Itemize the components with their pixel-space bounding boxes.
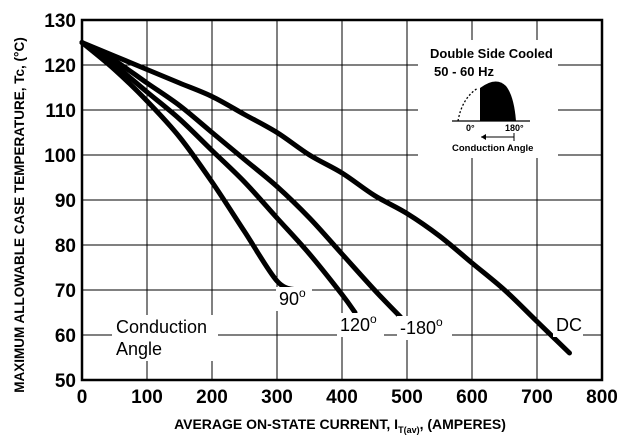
y-tick-label-120: 120 bbox=[44, 56, 76, 77]
series-label-text-3: DC bbox=[556, 315, 582, 335]
y-tick-label-100: 100 bbox=[44, 146, 76, 167]
x-tick-label-600: 600 bbox=[456, 387, 488, 408]
series-line-0 bbox=[79, 40, 299, 293]
y-tick-label-70: 70 bbox=[55, 281, 76, 302]
series-label-3: DC bbox=[553, 313, 583, 337]
y-tick-label-130: 130 bbox=[44, 11, 76, 32]
x-axis-title-suffix: , (AMPERES) bbox=[420, 416, 506, 432]
series-label-bg-2 bbox=[397, 316, 452, 340]
x-tick-label-200: 200 bbox=[196, 387, 228, 408]
y-tick-label-90: 90 bbox=[55, 191, 76, 212]
series-lines bbox=[79, 40, 572, 356]
inset-waveform-filled bbox=[480, 81, 516, 121]
series-line-3 bbox=[79, 40, 572, 356]
y-tick-label-60: 60 bbox=[55, 326, 76, 347]
conduction-annotation-line1: Conduction bbox=[116, 317, 207, 337]
conduction-label-bg bbox=[112, 315, 218, 361]
axis-ticks: 0 100 200 300 400 500 600 700 800 50 60 70 80 90 100 11… bbox=[44, 11, 618, 408]
series-line-1 bbox=[79, 40, 358, 315]
y-axis-title: MAXIMUM ALLOWABLE CASE TEMPERATURE, Tc, … bbox=[12, 37, 27, 392]
x-tick-label-0: 0 bbox=[77, 387, 88, 408]
x-axis-title-main: AVERAGE ON-STATE CURRENT, I bbox=[174, 416, 398, 432]
y-tick-label-50: 50 bbox=[55, 371, 76, 392]
x-tick-label-700: 700 bbox=[521, 387, 553, 408]
series-label-2: -180o bbox=[397, 315, 452, 340]
conduction-annotation-line2: Angle bbox=[116, 339, 162, 359]
series-label-0: 90o bbox=[276, 286, 312, 311]
inset-diagram: Double Side Cooled 50 - 60 Hz 0° 180° Co… bbox=[418, 40, 558, 158]
x-tick-label-300: 300 bbox=[261, 387, 293, 408]
series-label-text-1: 120o bbox=[340, 312, 377, 335]
inset-caption: Conduction Angle bbox=[452, 143, 533, 154]
series-line-2 bbox=[79, 40, 403, 320]
series-label-1: 120o bbox=[337, 312, 384, 337]
x-tick-label-800: 800 bbox=[586, 387, 618, 408]
series-label-bg-3 bbox=[553, 313, 583, 337]
x-axis-title-subscript: T(av) bbox=[398, 425, 420, 435]
plot-frame bbox=[80, 18, 604, 382]
series-label-text-2: -180o bbox=[400, 315, 443, 338]
y-tick-label-110: 110 bbox=[45, 101, 76, 122]
x-tick-label-400: 400 bbox=[326, 387, 358, 408]
inset-waveform-dashed bbox=[457, 87, 479, 122]
series-labels: 90o 120o -180o DC bbox=[276, 286, 583, 340]
series-label-bg-0 bbox=[276, 287, 312, 311]
inset-arrow-head-left bbox=[481, 134, 486, 140]
series-label-bg-1 bbox=[337, 313, 384, 337]
inset-title-line1: Double Side Cooled bbox=[430, 46, 553, 61]
x-tick-label-100: 100 bbox=[131, 387, 163, 408]
inset-zero-label: 0° bbox=[466, 123, 475, 133]
inset-title-line2: 50 - 60 Hz bbox=[434, 64, 494, 79]
y-tick-label-80: 80 bbox=[55, 236, 76, 257]
series-label-text-0: 90o bbox=[279, 286, 306, 309]
inset-180-label: 180° bbox=[505, 123, 524, 133]
x-tick-label-500: 500 bbox=[391, 387, 423, 408]
x-axis-title: AVERAGE ON-STATE CURRENT, IT(av), (AMPER… bbox=[174, 416, 506, 435]
